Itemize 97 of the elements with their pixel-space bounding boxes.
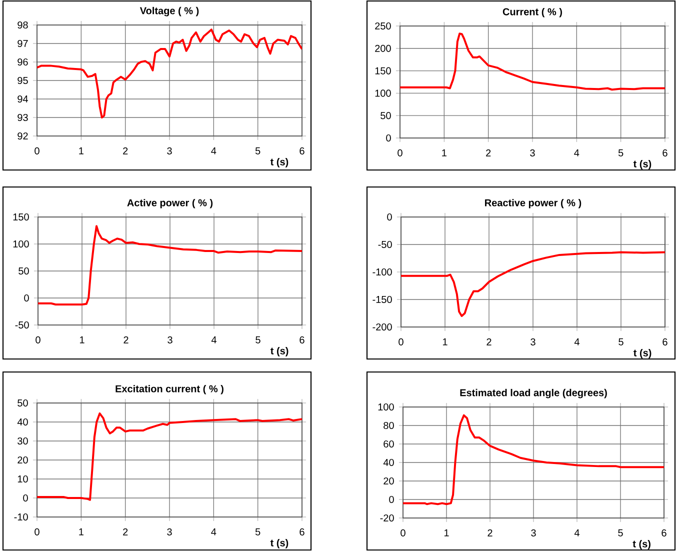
x-tick-label: 1 — [79, 528, 84, 536]
x-tick-label: 6 — [300, 528, 304, 536]
x-tick-label: 0 — [34, 147, 40, 154]
y-tick-label: 150 — [375, 67, 391, 74]
line-series — [38, 225, 302, 306]
chart-title: Reactive power ( % ) — [485, 198, 582, 208]
y-tick-label: 20 — [18, 456, 28, 464]
x-tick-label: 5 — [618, 338, 624, 346]
x-tick-label: 5 — [618, 529, 623, 536]
line-series — [401, 251, 665, 317]
x-tick-label: 0 — [34, 528, 40, 536]
x-tick-label: 6 — [300, 336, 304, 344]
y-tick-label: 0 — [386, 134, 391, 142]
x-tick-label: 3 — [531, 529, 536, 536]
y-tick-label: -50 — [378, 240, 392, 248]
x-tick-label: 1 — [444, 529, 449, 536]
y-tick-label: 60 — [384, 440, 394, 448]
y-tick-label: 50 — [18, 399, 28, 407]
y-tick-label: 80 — [384, 422, 394, 430]
x-tick-label: 1 — [442, 338, 448, 346]
x-tick-label: 1 — [79, 147, 84, 154]
x-tick-label: 2 — [486, 338, 492, 346]
y-tick-label: 100 — [375, 90, 391, 97]
y-tick-label: 30 — [18, 437, 28, 445]
x-tick-label: 6 — [662, 149, 668, 156]
y-tick-label: 97 — [18, 40, 28, 48]
x-axis-title: t (s) — [270, 158, 288, 168]
y-tick-label: -50 — [15, 321, 29, 329]
y-tick-label: 100 — [378, 403, 394, 411]
y-tick-label: 40 — [383, 458, 394, 466]
x-tick-label: 3 — [167, 147, 172, 154]
y-tick-label: -10 — [14, 513, 28, 521]
line-series — [37, 412, 302, 501]
x-tick-label: 4 — [211, 336, 216, 344]
chart-title: Voltage ( % ) — [140, 6, 199, 16]
y-tick-label: 0 — [387, 213, 392, 221]
x-tick-label: 4 — [574, 338, 580, 346]
x-tick-label: 1 — [80, 336, 84, 344]
x-tick-label: 3 — [530, 149, 535, 156]
x-tick-label: 0 — [36, 336, 40, 344]
y-tick-label: 98 — [18, 21, 28, 29]
y-tick-label: 150 — [13, 213, 29, 221]
y-tick-label: 0 — [23, 494, 28, 502]
y-tick-label: 92 — [18, 132, 28, 140]
x-tick-label: 0 — [398, 338, 404, 346]
x-tick-label: 6 — [300, 147, 304, 154]
x-tick-label: 3 — [530, 338, 536, 346]
x-tick-label: 3 — [167, 528, 172, 536]
y-tick-label: 100 — [13, 240, 29, 248]
y-tick-label: 250 — [375, 22, 391, 30]
x-tick-label: 1 — [442, 149, 446, 156]
y-tick-label: -100 — [372, 268, 392, 276]
x-tick-label: 5 — [255, 147, 260, 154]
x-tick-label: 5 — [255, 528, 260, 536]
x-axis-title: t (s) — [632, 540, 650, 550]
line-series — [403, 414, 664, 506]
line-series — [37, 28, 302, 118]
x-axis-title: t (s) — [634, 349, 652, 358]
y-tick-label: 0 — [24, 294, 29, 302]
y-tick-label: 40 — [17, 418, 28, 426]
x-tick-label: 2 — [124, 336, 128, 344]
x-axis-title: t (s) — [270, 539, 288, 548]
y-tick-label: 94 — [18, 95, 28, 103]
chart-title: Excitation current ( % ) — [116, 384, 224, 394]
x-tick-label: 4 — [574, 149, 580, 156]
y-tick-label: 50 — [18, 267, 29, 275]
x-tick-label: 3 — [168, 336, 172, 344]
x-tick-label: 2 — [486, 149, 491, 156]
x-tick-label: 0 — [398, 149, 402, 156]
y-tick-label: 200 — [375, 44, 391, 52]
y-tick-label: -20 — [380, 514, 394, 522]
y-tick-label: 50 — [380, 112, 391, 120]
x-tick-label: 2 — [123, 528, 128, 536]
y-tick-label: -150 — [372, 296, 392, 304]
y-tick-label: 93 — [18, 114, 28, 122]
chart-title: Current ( % ) — [502, 8, 562, 18]
x-tick-label: 4 — [211, 147, 216, 154]
x-tick-label: 6 — [662, 338, 668, 346]
x-tick-label: 6 — [662, 529, 666, 536]
chart-title: Active power ( % ) — [127, 198, 213, 208]
y-tick-label: 10 — [18, 475, 28, 483]
x-tick-label: 5 — [256, 336, 260, 344]
y-tick-label: -200 — [372, 323, 392, 331]
x-axis-title: t (s) — [633, 160, 652, 170]
y-tick-label: 95 — [18, 76, 28, 84]
x-tick-label: 2 — [488, 529, 492, 536]
y-tick-label: 96 — [18, 58, 28, 66]
x-tick-label: 2 — [123, 147, 128, 154]
x-axis-title: t (s) — [270, 347, 288, 356]
x-tick-label: 0 — [400, 529, 406, 536]
chart-title: Estimated load angle (degrees) — [460, 388, 607, 398]
x-tick-label: 4 — [211, 528, 216, 536]
line-series — [400, 32, 665, 91]
x-tick-label: 5 — [618, 149, 624, 156]
x-tick-label: 4 — [574, 529, 580, 536]
y-tick-label: 20 — [384, 477, 394, 485]
y-tick-label: 0 — [389, 496, 394, 504]
